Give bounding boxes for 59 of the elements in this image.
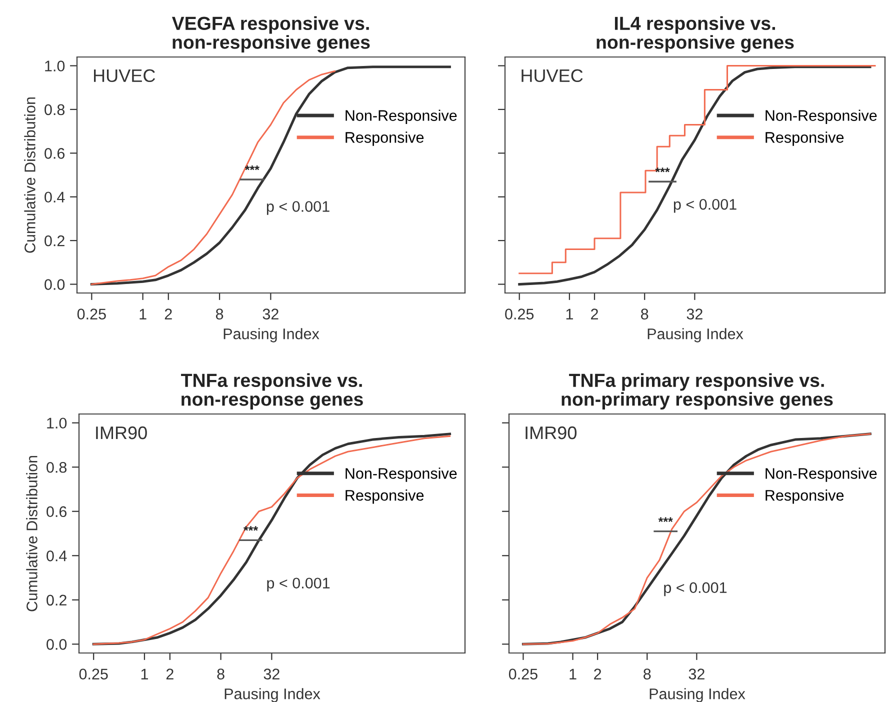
x-tick-label: 1 (570, 668, 576, 680)
x-tick-label: 0.25 (505, 308, 534, 320)
chart-title: VEGFA responsive vs. non-responsive genes (172, 16, 370, 53)
x-axis-title: Pausing Index (224, 328, 320, 342)
chart-title: TNFa primary responsive vs. non-primary responsive genes (562, 373, 833, 410)
y-tick-label: 0.0 (46, 639, 67, 650)
x-axis-title: Pausing Index (224, 688, 320, 702)
y-axis-title: Cumulative Distribution (26, 456, 38, 612)
y-tick-label: 1.0 (45, 60, 65, 72)
legend-label: Responsive (346, 490, 424, 504)
y-axis-title: Cumulative Distribution (24, 97, 36, 253)
x-tick-label: 32 (688, 668, 704, 680)
y-tick-label: 0.0 (44, 279, 65, 290)
x-tick-label: 0.25 (508, 668, 538, 680)
annotation: p < 0.001 (674, 198, 736, 213)
x-tick-label: 2 (591, 308, 598, 320)
x-tick-label: 8 (644, 668, 651, 680)
x-tick-label: 1 (141, 668, 148, 680)
x-tick-label: 32 (262, 308, 278, 320)
x-tick-label: 32 (686, 308, 702, 320)
x-tick-label: 8 (641, 308, 648, 320)
annotation: p < 0.001 (266, 201, 330, 215)
y-tick-label: 0.6 (46, 506, 67, 518)
chart-title: IL4 responsive vs. non-responsive genes (596, 16, 794, 53)
annotation: HUVEC (94, 69, 156, 82)
y-tick-label: 0.2 (46, 594, 66, 606)
y-tick-label: 0.2 (44, 235, 64, 246)
x-tick-label: 8 (217, 668, 224, 680)
y-tick-label: 0.6 (44, 148, 65, 159)
legend-label: Non-Responsive (766, 468, 877, 482)
annotation: *** (658, 517, 673, 522)
x-tick-label: 8 (216, 308, 224, 320)
x-tick-label: 1 (140, 308, 146, 320)
x-axis-title: Pausing Index (648, 328, 744, 342)
y-tick-label: 0.4 (46, 550, 67, 562)
x-tick-label: 2 (166, 668, 174, 680)
y-tick-label: 0.8 (46, 462, 67, 473)
annotation: p < 0.001 (267, 578, 330, 592)
x-tick-label: 1 (566, 308, 573, 320)
legend-label: Non-Responsive (346, 468, 457, 482)
x-tick-label: 0.25 (79, 668, 108, 680)
x-tick-label: 0.25 (77, 308, 106, 320)
y-tick-label: 1.0 (47, 418, 67, 429)
y-tick-label: 0.4 (44, 192, 65, 203)
annotation: IMR90 (96, 426, 147, 440)
x-tick-label: 32 (264, 668, 280, 680)
annotation: HUVEC (522, 69, 583, 82)
annotation: IMR90 (526, 426, 577, 440)
y-tick-label: 0.8 (44, 104, 65, 116)
x-tick-label: 2 (164, 308, 172, 320)
annotation: p < 0.001 (664, 582, 727, 596)
legend-label: Responsive (766, 490, 844, 504)
x-axis-title: Pausing Index (650, 688, 746, 702)
legend-label: Non-Responsive (766, 110, 877, 124)
x-tick-label: 2 (594, 668, 602, 680)
legend-label: Responsive (766, 132, 844, 146)
legend-label: Responsive (346, 132, 424, 146)
legend-label: Non-Responsive (346, 110, 457, 124)
chart-title: TNFa responsive vs. non-response genes (181, 373, 363, 410)
